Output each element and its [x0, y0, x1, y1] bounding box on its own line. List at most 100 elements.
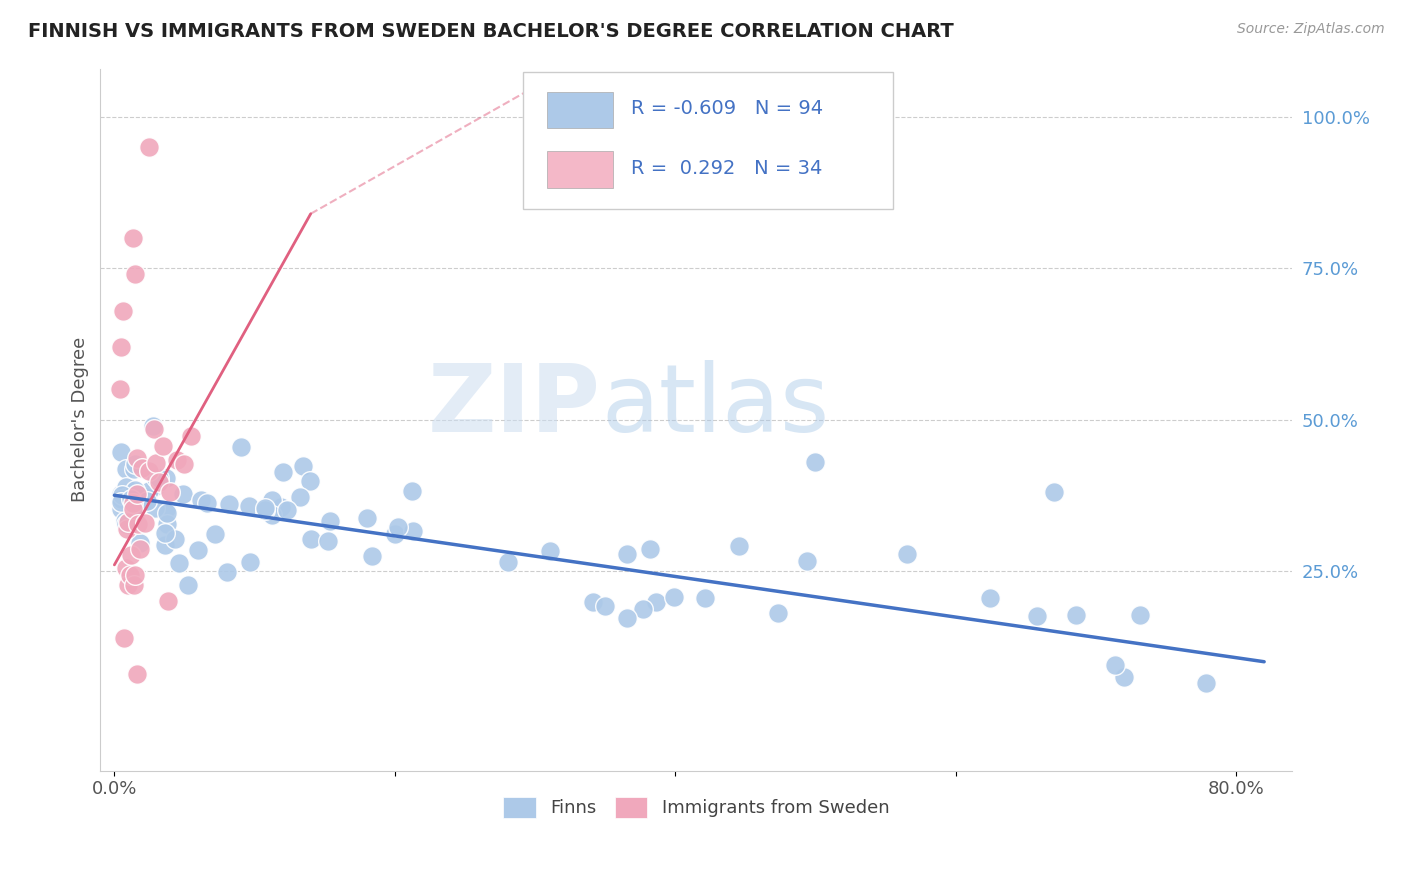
Point: [120, 548, 142, 562]
Point: [616, 547, 638, 561]
Point: [120, 491, 142, 506]
Point: [138, 465, 160, 479]
Point: [124, 483, 146, 498]
Point: [145, 471, 167, 485]
Point: [204, 527, 226, 541]
Point: [167, 556, 190, 570]
Point: [173, 457, 195, 471]
Point: [145, 456, 167, 470]
Point: [143, 501, 166, 516]
Point: [177, 578, 200, 592]
Point: [401, 484, 423, 499]
Text: Source: ZipAtlas.com: Source: ZipAtlas.com: [1237, 22, 1385, 37]
FancyBboxPatch shape: [547, 92, 613, 128]
Point: [115, 490, 138, 504]
Point: [693, 591, 716, 605]
Point: [131, 461, 153, 475]
Point: [110, 494, 132, 508]
Point: [124, 567, 146, 582]
Point: [145, 479, 167, 493]
Point: [148, 475, 170, 489]
Point: [121, 231, 143, 245]
Point: [271, 466, 294, 480]
Point: [217, 565, 239, 579]
Point: [1104, 658, 1126, 673]
Point: [128, 541, 150, 556]
Point: [180, 428, 202, 442]
Point: [318, 514, 340, 528]
Point: [538, 544, 561, 558]
Point: [1129, 607, 1152, 622]
Point: [238, 499, 260, 513]
Point: [117, 515, 139, 529]
Point: [112, 631, 135, 645]
Point: [111, 500, 134, 514]
Point: [156, 506, 179, 520]
Point: [117, 505, 139, 519]
Point: [361, 549, 384, 564]
Point: [384, 527, 406, 541]
Text: R = -0.609   N = 94: R = -0.609 N = 94: [631, 99, 823, 118]
Point: [356, 510, 378, 524]
Point: [142, 419, 165, 434]
Point: [114, 462, 136, 476]
Point: [127, 516, 149, 531]
Point: [156, 517, 179, 532]
Point: [142, 422, 165, 436]
Point: [187, 542, 209, 557]
Point: [159, 484, 181, 499]
Point: [114, 514, 136, 528]
Point: [110, 502, 132, 516]
Point: [156, 594, 179, 608]
Point: [593, 599, 616, 614]
Point: [108, 382, 131, 396]
Point: [110, 495, 132, 509]
Point: [254, 503, 277, 517]
Point: [111, 303, 134, 318]
Point: [138, 140, 160, 154]
Point: [165, 533, 187, 547]
Point: [166, 452, 188, 467]
Point: [125, 666, 148, 681]
Point: [112, 487, 135, 501]
Point: [121, 496, 143, 510]
Point: [129, 536, 152, 550]
Point: [122, 462, 145, 476]
Point: [664, 590, 686, 604]
Point: [768, 606, 790, 620]
Point: [638, 542, 661, 557]
Point: [122, 503, 145, 517]
Point: [631, 602, 654, 616]
Point: [110, 340, 132, 354]
Point: [299, 474, 322, 488]
Point: [114, 480, 136, 494]
Point: [135, 493, 157, 508]
Point: [262, 508, 284, 523]
Point: [155, 525, 177, 540]
Point: [316, 534, 339, 549]
Point: [288, 491, 311, 505]
Text: atlas: atlas: [600, 359, 830, 451]
Legend: Finns, Immigrants from Sweden: Finns, Immigrants from Sweden: [496, 789, 897, 825]
Point: [387, 520, 409, 534]
Point: [616, 611, 638, 625]
Point: [229, 440, 252, 454]
Point: [124, 457, 146, 471]
Text: ZIP: ZIP: [427, 359, 600, 451]
Point: [172, 487, 194, 501]
Text: R =  0.292   N = 34: R = 0.292 N = 34: [631, 159, 823, 178]
Point: [110, 491, 132, 506]
Point: [155, 502, 177, 516]
Point: [114, 560, 136, 574]
Y-axis label: Bachelor's Degree: Bachelor's Degree: [72, 337, 89, 502]
Point: [125, 450, 148, 465]
Point: [804, 455, 827, 469]
Point: [1043, 485, 1066, 500]
Point: [260, 493, 283, 508]
Point: [121, 501, 143, 516]
Point: [152, 439, 174, 453]
Point: [1064, 607, 1087, 622]
Point: [135, 490, 157, 504]
Point: [129, 493, 152, 508]
Point: [727, 539, 749, 553]
